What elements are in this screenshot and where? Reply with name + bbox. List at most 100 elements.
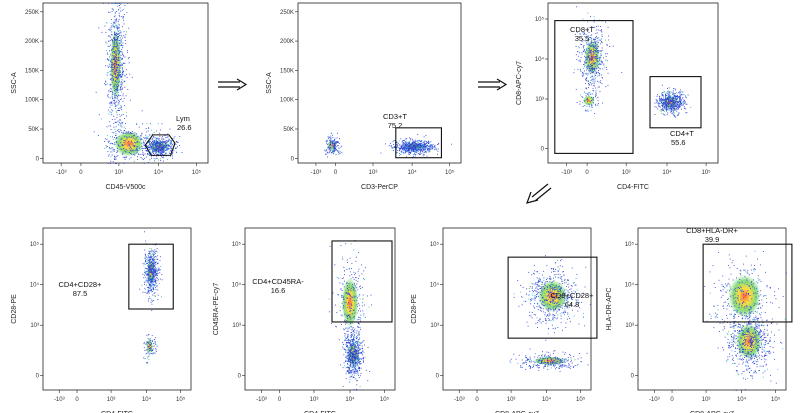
gate-outline[interactable] xyxy=(649,76,702,129)
event-dot xyxy=(591,25,593,27)
event-dot xyxy=(679,99,680,101)
gate-outline[interactable] xyxy=(554,20,634,154)
event-dot xyxy=(146,150,147,152)
event-dot xyxy=(420,141,422,142)
event-dot xyxy=(592,68,594,70)
event-dot xyxy=(110,60,112,62)
event-dot xyxy=(586,44,588,45)
event-dot xyxy=(417,140,418,142)
event-dot xyxy=(601,62,603,64)
event-dot xyxy=(581,96,583,98)
event-dot xyxy=(595,50,597,52)
event-dot xyxy=(350,290,352,292)
event-dot xyxy=(161,144,163,146)
event-dot xyxy=(103,83,105,85)
event-dot xyxy=(105,145,107,147)
event-dot xyxy=(157,142,159,144)
event-dot xyxy=(157,268,159,270)
event-dot xyxy=(114,22,116,24)
event-dot xyxy=(125,151,127,153)
event-dot xyxy=(666,91,668,93)
event-dot xyxy=(589,52,591,54)
event-dot xyxy=(356,341,358,343)
event-dot xyxy=(667,99,668,100)
event-dot xyxy=(593,48,594,50)
event-dot xyxy=(105,81,107,83)
event-dot xyxy=(148,257,150,259)
event-dot xyxy=(410,145,411,147)
event-dot xyxy=(124,139,126,141)
event-dot xyxy=(109,143,111,144)
event-dot xyxy=(167,144,169,146)
event-dot xyxy=(155,149,157,151)
event-dot xyxy=(407,150,409,152)
event-dot xyxy=(578,47,580,49)
event-dot xyxy=(149,280,151,282)
gate-outline[interactable] xyxy=(395,127,442,159)
event-dot xyxy=(353,342,355,344)
event-dot xyxy=(151,147,153,149)
event-dot xyxy=(666,94,668,96)
event-dot xyxy=(583,67,585,69)
event-dot xyxy=(114,106,116,107)
event-dot xyxy=(595,51,597,53)
event-dot xyxy=(584,65,586,67)
event-dot xyxy=(155,143,157,145)
event-dot xyxy=(353,339,355,341)
event-dot xyxy=(350,332,352,334)
event-dot xyxy=(356,380,358,382)
event-dot xyxy=(588,67,590,69)
event-dot xyxy=(600,54,602,56)
event-dot xyxy=(155,158,157,160)
gate-outline[interactable] xyxy=(144,134,176,156)
event-dot xyxy=(582,75,584,77)
event-dot xyxy=(330,141,332,143)
event-dot xyxy=(409,152,410,154)
event-dot xyxy=(582,102,584,104)
event-dot xyxy=(119,95,121,96)
event-dot xyxy=(398,154,400,156)
event-dot xyxy=(347,364,349,365)
event-dot xyxy=(152,146,154,148)
event-dot xyxy=(335,144,337,146)
event-dot xyxy=(353,271,355,273)
event-dot xyxy=(153,345,155,347)
event-dot xyxy=(110,34,112,36)
event-dot xyxy=(156,274,158,276)
event-dot xyxy=(155,250,157,252)
event-dot xyxy=(678,113,679,115)
event-dot xyxy=(158,145,160,147)
event-dot xyxy=(157,142,159,144)
event-dot xyxy=(114,144,116,145)
event-dot xyxy=(359,362,361,364)
gate-outline[interactable] xyxy=(128,243,174,310)
event-dot xyxy=(607,26,609,28)
event-dot xyxy=(675,100,677,102)
event-dot xyxy=(413,144,415,146)
event-dot xyxy=(356,354,358,356)
event-dot xyxy=(436,149,438,151)
event-dot xyxy=(109,56,110,58)
event-dot xyxy=(596,26,597,27)
y-axis-label: CD28-PE xyxy=(11,294,18,324)
event-dot xyxy=(404,148,406,150)
event-dot xyxy=(161,147,163,149)
event-dot xyxy=(147,277,149,279)
event-dot xyxy=(594,40,596,42)
event-dot xyxy=(108,89,110,91)
event-dot xyxy=(411,145,413,147)
event-dot xyxy=(599,68,601,70)
x-tick-label: 0 xyxy=(585,170,589,176)
event-dot xyxy=(597,25,599,27)
event-dot xyxy=(157,150,159,152)
event-dot xyxy=(151,264,153,265)
event-dot xyxy=(596,45,598,47)
event-dot xyxy=(346,350,348,352)
event-dot xyxy=(665,96,666,98)
event-dot xyxy=(149,290,151,291)
event-dot xyxy=(667,105,669,107)
event-dot xyxy=(124,86,126,88)
event-dot xyxy=(362,350,364,352)
event-dot xyxy=(396,144,398,146)
event-dot xyxy=(120,40,122,42)
